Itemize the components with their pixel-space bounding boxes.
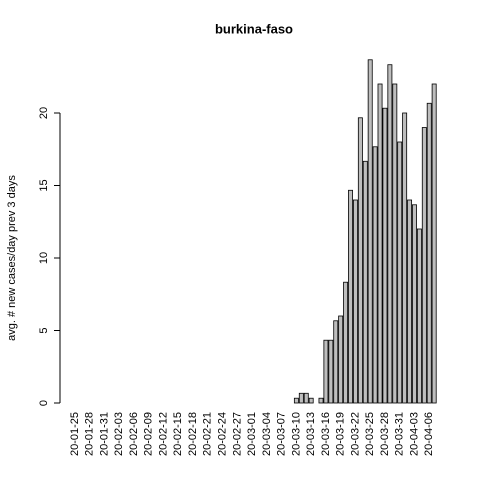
x-tick-label: 20-02-12 (157, 412, 169, 456)
bar (318, 397, 324, 404)
bar (431, 83, 437, 404)
x-tick-label: 20-02-09 (143, 412, 155, 456)
x-tick-label: 20-01-28 (84, 412, 96, 456)
bar (298, 392, 304, 404)
x-tick-label: 20-03-19 (335, 412, 347, 456)
bar (338, 315, 344, 404)
bar (308, 397, 314, 404)
x-tick-label: 20-02-06 (128, 412, 140, 456)
bar (407, 199, 413, 404)
y-tick-label: 20 (38, 107, 50, 119)
x-tick-label: 20-01-31 (98, 412, 110, 456)
bar (348, 189, 353, 404)
bar (387, 64, 393, 404)
x-tick-label: 20-03-31 (394, 412, 406, 456)
bar (397, 141, 403, 404)
bar (323, 339, 329, 404)
bar (421, 127, 427, 404)
bar (303, 392, 309, 404)
bar (357, 117, 363, 404)
y-tick-label: 15 (38, 179, 50, 191)
x-tick-label: 20-03-10 (290, 412, 302, 456)
y-tick-label: 5 (38, 327, 50, 333)
y-tick-label: 10 (38, 252, 50, 264)
x-tick-label: 20-02-21 (202, 412, 214, 456)
y-tick-label: 0 (38, 400, 50, 406)
bar (416, 228, 422, 404)
x-tick-label: 20-03-07 (276, 412, 288, 456)
x-tick-label: 20-04-03 (408, 412, 420, 456)
x-tick-label: 20-02-03 (113, 412, 125, 456)
bar (333, 320, 339, 404)
bar (412, 204, 417, 404)
bar (402, 112, 408, 404)
bar (367, 59, 373, 404)
x-tick-label: 20-03-28 (379, 412, 391, 456)
bar (426, 102, 432, 404)
x-tick-label: 20-02-27 (231, 412, 243, 456)
x-tick-label: 20-01-25 (69, 412, 81, 456)
bar (293, 397, 299, 404)
x-tick-label: 20-03-13 (305, 412, 317, 456)
bar (328, 339, 334, 404)
bar (343, 281, 349, 404)
chart-title: burkina-faso (215, 21, 293, 36)
x-tick-label: 20-02-15 (172, 412, 184, 456)
x-tick-label: 20-03-25 (364, 412, 376, 456)
bar (392, 83, 398, 404)
x-tick-label: 20-03-04 (261, 412, 273, 456)
bar (382, 107, 388, 404)
x-tick-label: 20-02-18 (187, 412, 199, 456)
x-tick-label: 20-03-01 (246, 412, 258, 456)
x-tick-label: 20-04-06 (423, 412, 435, 456)
bar (372, 146, 378, 404)
bar (352, 199, 358, 404)
x-tick-label: 20-03-16 (320, 412, 332, 456)
bar (362, 160, 368, 404)
x-tick-label: 20-03-22 (349, 412, 361, 456)
y-axis-label: avg. # new cases/day prev 3 days (6, 175, 18, 341)
bar (377, 83, 383, 404)
x-tick-label: 20-02-24 (217, 412, 229, 456)
